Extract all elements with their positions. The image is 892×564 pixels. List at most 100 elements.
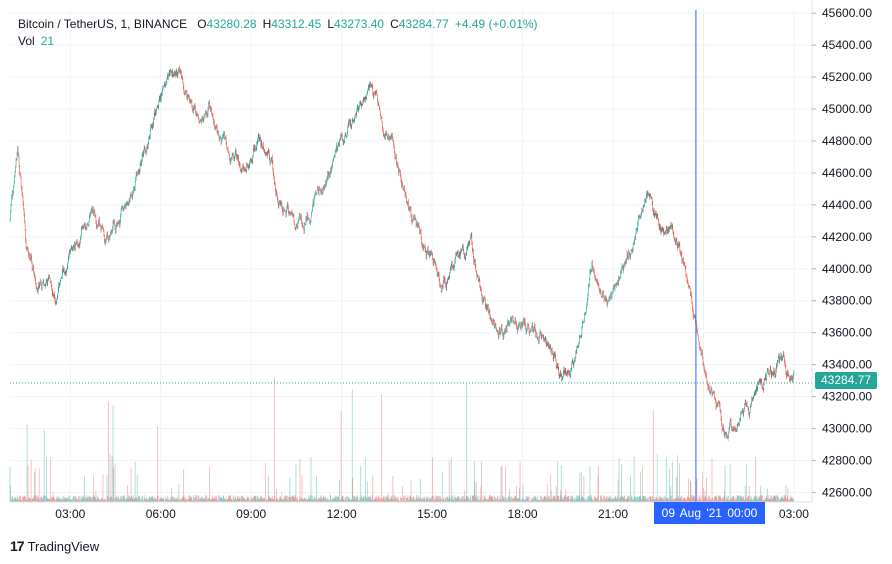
volume-bars (9, 377, 795, 502)
volume-bar (367, 499, 369, 502)
volume-bar (282, 500, 284, 502)
volume-bar (324, 497, 326, 502)
time-tick-label: 15:00 (417, 507, 447, 521)
volume-bar (495, 500, 497, 502)
volume-bar (159, 498, 161, 502)
volume-bar (309, 498, 311, 502)
tradingview-logo[interactable]: 17 TradingView (10, 538, 99, 554)
volume-bar (655, 498, 657, 502)
volume-bar (622, 496, 623, 502)
volume-bar (449, 496, 451, 502)
volume-bar (745, 496, 747, 502)
volume-bar (702, 471, 703, 502)
volume-bar (533, 500, 535, 502)
volume-bar (102, 474, 104, 502)
volume-bar (673, 499, 675, 502)
last-price-tag: 43284.77 (815, 372, 877, 389)
volume-bar (765, 496, 767, 502)
volume-bar (327, 498, 328, 502)
price-axis[interactable]: 42600.0042800.0043000.0043200.0043400.00… (812, 6, 872, 499)
volume-bar (511, 500, 513, 502)
volume-bar (291, 500, 292, 502)
volume-bar (629, 500, 631, 502)
volume-bar (256, 500, 258, 502)
price-tick-label: 45600.00 (822, 6, 872, 20)
volume-bar (200, 499, 202, 502)
volume-bar (594, 495, 595, 502)
volume-bar (757, 499, 759, 502)
volume-bar (145, 497, 147, 502)
volume-bar (737, 495, 739, 502)
volume-bar (10, 485, 11, 502)
volume-bar (527, 497, 528, 502)
volume-bar (539, 500, 540, 502)
volume-bar (526, 496, 527, 502)
volume-bar (100, 499, 101, 502)
volume-bar (523, 499, 524, 502)
volume-bar (576, 495, 578, 502)
volume-bar (34, 467, 36, 502)
volume-bar (243, 498, 245, 502)
volume-bar (61, 497, 63, 502)
volume-bar (571, 495, 573, 502)
volume-bar (619, 498, 621, 502)
volume-bar (653, 499, 655, 502)
volume-bar (169, 499, 171, 502)
volume-bar (347, 496, 349, 502)
volume-bar (670, 495, 672, 502)
volume-bar (789, 497, 791, 502)
volume-bar (338, 496, 339, 502)
volume-bar (131, 496, 133, 502)
volume-bar (732, 496, 734, 502)
volume-bar (611, 499, 613, 502)
volume-bar (99, 500, 100, 502)
volume-bar (736, 498, 737, 502)
volume-bar (538, 500, 540, 502)
volume-bar (565, 500, 567, 502)
volume-bar (678, 463, 680, 502)
volume-bar (633, 499, 634, 502)
volume-bar (631, 497, 632, 502)
volume-bar (246, 499, 248, 502)
volume-bar (268, 495, 270, 502)
volume-bar (147, 500, 149, 502)
volume-bar (397, 500, 398, 502)
volume-bar (427, 497, 428, 502)
volume-bar (208, 498, 210, 502)
volume-bar (153, 497, 155, 502)
volume-bar (437, 496, 438, 502)
volume-bar (513, 499, 514, 502)
volume-bar (706, 499, 708, 502)
volume-bar (286, 499, 287, 502)
volume-bar (43, 430, 45, 502)
volume-bar (110, 496, 111, 502)
volume-bar (342, 495, 344, 502)
symbol-title[interactable]: Bitcoin / TetherUS, 1, BINANCE (18, 17, 188, 31)
volume-bar (715, 496, 716, 502)
volume-bar (20, 500, 22, 502)
volume-bar (185, 498, 187, 502)
volume-bar (616, 498, 617, 502)
volume-bar (447, 499, 449, 502)
volume-bar (435, 500, 436, 502)
volume-bar (363, 495, 365, 502)
volume-bar (14, 498, 16, 502)
volume-bar (693, 495, 694, 502)
volume-bar (748, 496, 750, 502)
volume-bar (186, 499, 188, 502)
volume-bar (350, 500, 352, 502)
volume-bar (606, 496, 607, 502)
volume-bar (245, 498, 247, 502)
volume-bar (33, 495, 35, 502)
volume-bar (424, 500, 426, 502)
volume-bar (760, 485, 762, 502)
volume-bar (370, 500, 372, 502)
volume-bar (738, 500, 740, 502)
vol-label[interactable]: Vol (18, 34, 35, 48)
volume-bar (304, 497, 305, 502)
volume-bar (756, 496, 758, 502)
volume-bar (103, 500, 105, 502)
volume-bar (626, 498, 627, 502)
volume-bar (366, 481, 368, 502)
